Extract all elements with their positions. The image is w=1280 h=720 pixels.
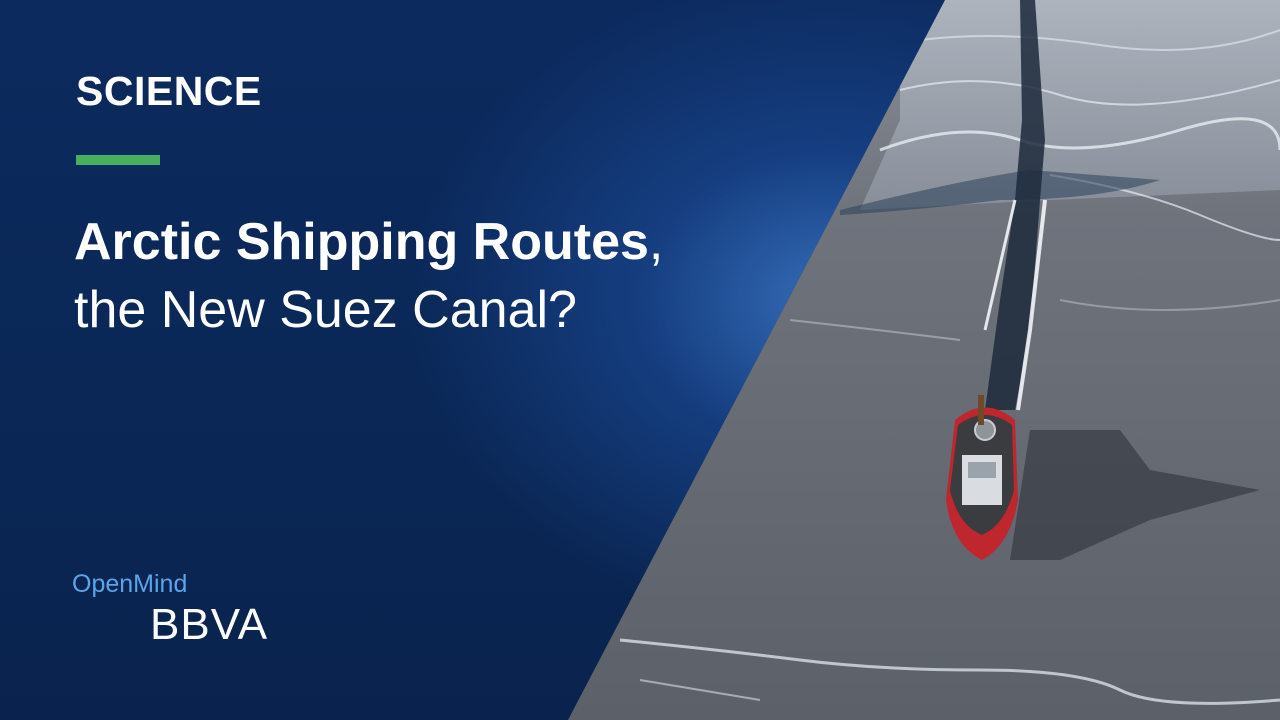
brand-logo: OpenMind BBVA xyxy=(72,570,267,649)
category-label: SCIENCE xyxy=(76,68,262,114)
headline-line-2: the New Suez Canal? xyxy=(74,281,577,339)
headline-comma: , xyxy=(648,213,664,271)
headline-strong: Arctic Shipping Routes xyxy=(74,213,649,271)
accent-rule xyxy=(76,155,160,165)
headline: Arctic Shipping Routes, the New Suez Can… xyxy=(74,208,663,344)
openmind-wordmark: OpenMind xyxy=(72,570,188,598)
bbva-wordmark: BBVA xyxy=(150,600,269,649)
headline-line-1: Arctic Shipping Routes, xyxy=(74,208,663,276)
ship-icon xyxy=(946,395,1018,560)
